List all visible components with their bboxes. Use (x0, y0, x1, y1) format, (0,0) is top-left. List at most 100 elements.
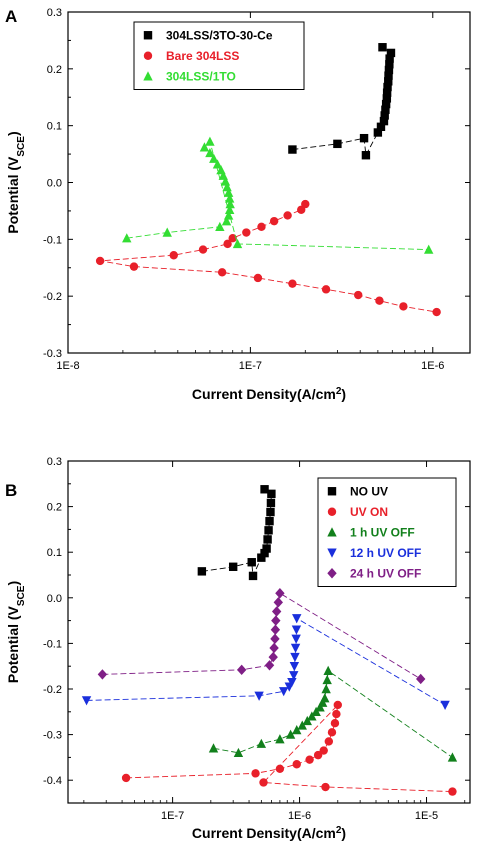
data-point (288, 279, 297, 288)
data-point (264, 526, 273, 535)
data-point (416, 673, 426, 685)
data-point (271, 615, 281, 626)
y-tick-label: -0.3 (43, 348, 62, 360)
x-tick-label: 1E-7 (161, 810, 184, 822)
data-point (205, 147, 215, 158)
x-axis-label: Current Density(A/cm2) (192, 825, 346, 842)
data-point (121, 773, 131, 783)
x-tick-label: 1E-6 (421, 360, 444, 372)
legend-box (317, 477, 457, 587)
data-point (251, 769, 260, 778)
plot-frame (67, 460, 471, 804)
data-point (290, 643, 301, 653)
data-point (361, 151, 371, 160)
y-tick-label: 0.1 (47, 547, 62, 559)
data-point (129, 262, 139, 271)
series-304lss-3to-30-ce (288, 43, 396, 160)
data-point (381, 99, 391, 109)
legend-entry: Bare 304LSS (166, 49, 239, 63)
data-point (257, 222, 266, 232)
y-tick-label: -0.1 (43, 638, 62, 650)
data-point (169, 251, 178, 260)
data-point (289, 662, 300, 672)
legend: NO UV UV ON 1 h UV OFF 12 h UV OFF 24 h UV O… (317, 477, 457, 587)
data-point (205, 136, 215, 146)
legend-marker (327, 507, 337, 516)
y-tick-label: 0.1 (47, 121, 62, 133)
legend-entry: 304LSS/3TO-30-Ce (166, 28, 273, 42)
legend-marker (143, 71, 153, 81)
y-axis-label: Potential (VSCE) (5, 581, 27, 683)
series-line (102, 592, 421, 680)
data-point (379, 116, 389, 126)
data-point (288, 145, 297, 154)
data-point (323, 665, 333, 675)
data-point (242, 228, 251, 237)
data-point (262, 544, 271, 553)
data-point (279, 687, 289, 697)
data-point (215, 221, 225, 232)
data-point (97, 669, 108, 680)
data-point (384, 71, 393, 80)
data-point (330, 719, 340, 728)
series-304lss-1to (122, 136, 434, 254)
data-point (271, 606, 282, 617)
x-tick-label: 1E-6 (288, 810, 311, 822)
data-point (333, 139, 342, 149)
data-point (373, 128, 383, 137)
data-point (216, 164, 226, 175)
series-line (126, 140, 429, 251)
data-point (291, 634, 301, 644)
data-point (319, 746, 328, 755)
data-point (260, 485, 269, 494)
legend-box (133, 21, 305, 90)
data-point (266, 507, 275, 517)
panel-letter: A (5, 7, 17, 26)
data-point (378, 43, 387, 52)
data-point (424, 244, 434, 254)
data-point (275, 588, 285, 599)
legend-marker (143, 51, 153, 60)
data-point (287, 677, 297, 688)
data-point (320, 693, 330, 703)
data-point (447, 752, 458, 762)
panel-b: B -0.4 -0.3 -0.2 -0.1 0.0 0.1 0.2 0.3 1E-7 1E-6 1E-… (5, 456, 471, 842)
data-point (386, 48, 396, 58)
data-point (321, 782, 330, 792)
data-point (268, 651, 278, 663)
data-point (332, 709, 341, 719)
legend-entry: UV ON (350, 505, 388, 519)
data-point (224, 193, 235, 203)
data-point (440, 700, 450, 710)
data-point (269, 642, 279, 654)
data-point (233, 747, 244, 758)
series-bare-304lss (95, 199, 441, 317)
data-point (432, 307, 441, 317)
y-tick-label: -0.1 (43, 234, 62, 246)
data-point (448, 787, 457, 796)
data-point (289, 671, 299, 681)
data-point (228, 562, 238, 571)
data-point (260, 548, 269, 558)
series-line (126, 703, 453, 793)
data-point (322, 674, 332, 685)
y-tick-label: -0.3 (43, 730, 62, 742)
data-point (382, 94, 392, 103)
data-point (218, 170, 228, 180)
data-point (209, 153, 219, 163)
data-point (313, 750, 323, 760)
legend-marker (143, 31, 153, 40)
data-point (270, 624, 281, 635)
data-point (225, 199, 235, 209)
data-point (217, 268, 227, 277)
legend-entry: 24 h UV OFF (350, 566, 421, 580)
data-point (228, 233, 237, 243)
data-point (222, 182, 232, 192)
x-tick-label: 1E-7 (239, 360, 262, 372)
series-24-h-uv-off (97, 588, 426, 685)
legend-marker (327, 568, 337, 579)
data-point (265, 516, 274, 526)
data-point (283, 211, 292, 220)
data-point (275, 734, 285, 744)
